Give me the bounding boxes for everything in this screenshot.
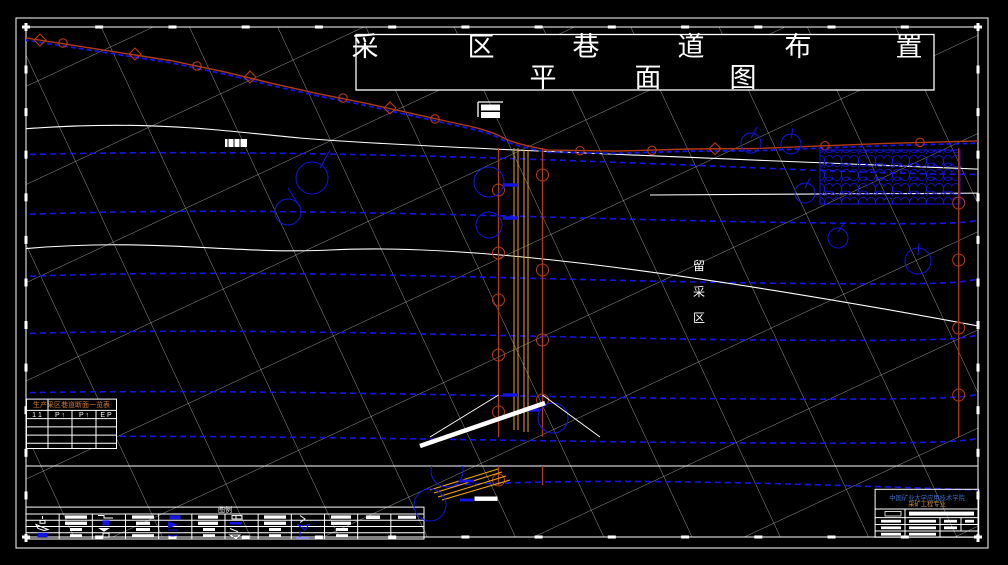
svg-text:1 1: 1 1 (32, 412, 42, 419)
svg-text:区: 区 (693, 311, 705, 325)
svg-text:P ↑: P ↑ (79, 412, 89, 419)
svg-text:采矿工程专业: 采矿工程专业 (908, 499, 946, 508)
svg-text:P ↑: P ↑ (55, 412, 65, 419)
svg-text:E P: E P (100, 412, 112, 419)
svg-text:图例: 图例 (218, 505, 232, 514)
svg-text:采: 采 (693, 285, 705, 299)
svg-text:生产采区巷道断面一览表: 生产采区巷道断面一览表 (33, 400, 110, 409)
svg-text:留: 留 (693, 259, 705, 273)
